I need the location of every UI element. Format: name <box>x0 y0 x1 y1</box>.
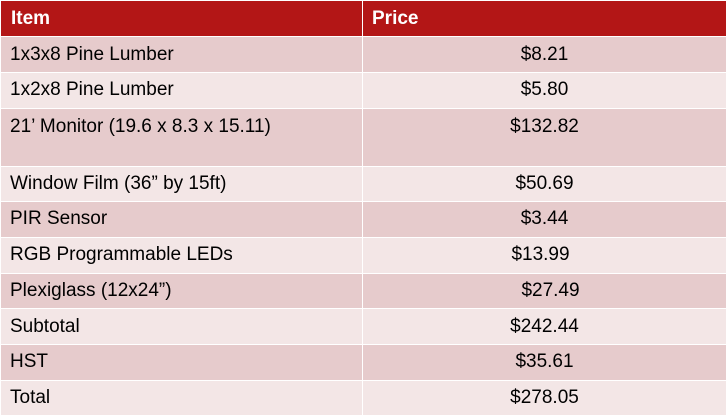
row-item-name: 1x3x8 Pine Lumber <box>0 35 363 74</box>
row-item-name: Window Film (36” by 15ft) <box>0 165 363 203</box>
table-row: 1x2x8 Pine Lumber $5.80 <box>0 72 726 109</box>
table-row: 21’ Monitor (19.6 x 8.3 x 15.11) $132.82 <box>0 107 726 168</box>
row-item-name: 21’ Monitor (19.6 x 8.3 x 15.11) <box>0 107 363 168</box>
table-header-row: Item Price <box>0 0 726 37</box>
row-item-price: $27.49 <box>362 272 726 310</box>
table-row: RGB Programmable LEDs $13.99 <box>0 236 726 274</box>
row-item-price: $13.99 <box>362 236 726 274</box>
row-item-name: RGB Programmable LEDs <box>0 236 363 274</box>
row-item-price: $132.82 <box>362 107 726 168</box>
row-item-name: Total <box>0 379 363 416</box>
row-item-price: $35.61 <box>362 344 726 381</box>
table-row: Total $278.05 <box>0 379 726 416</box>
row-item-name: Subtotal <box>0 308 363 346</box>
table-row: Plexiglass (12x24”) $27.49 <box>0 272 726 310</box>
row-item-price: $278.05 <box>362 379 726 416</box>
row-item-price: $8.21 <box>362 35 726 74</box>
column-header-item: Item <box>0 0 363 37</box>
table-row: Window Film (36” by 15ft) $50.69 <box>0 165 726 203</box>
row-item-name: PIR Sensor <box>0 201 363 238</box>
row-item-price: $3.44 <box>362 201 726 238</box>
table-row: HST $35.61 <box>0 344 726 381</box>
column-header-price: Price <box>362 0 726 37</box>
row-item-price: $50.69 <box>362 165 726 203</box>
table-row: 1x3x8 Pine Lumber $8.21 <box>0 35 726 74</box>
table-row: Subtotal $242.44 <box>0 308 726 346</box>
row-item-name: HST <box>0 344 363 381</box>
row-item-name: Plexiglass (12x24”) <box>0 272 363 310</box>
row-item-name: 1x2x8 Pine Lumber <box>0 72 363 109</box>
table-row: PIR Sensor $3.44 <box>0 201 726 238</box>
row-item-price: $242.44 <box>362 308 726 346</box>
row-item-price: $5.80 <box>362 72 726 109</box>
